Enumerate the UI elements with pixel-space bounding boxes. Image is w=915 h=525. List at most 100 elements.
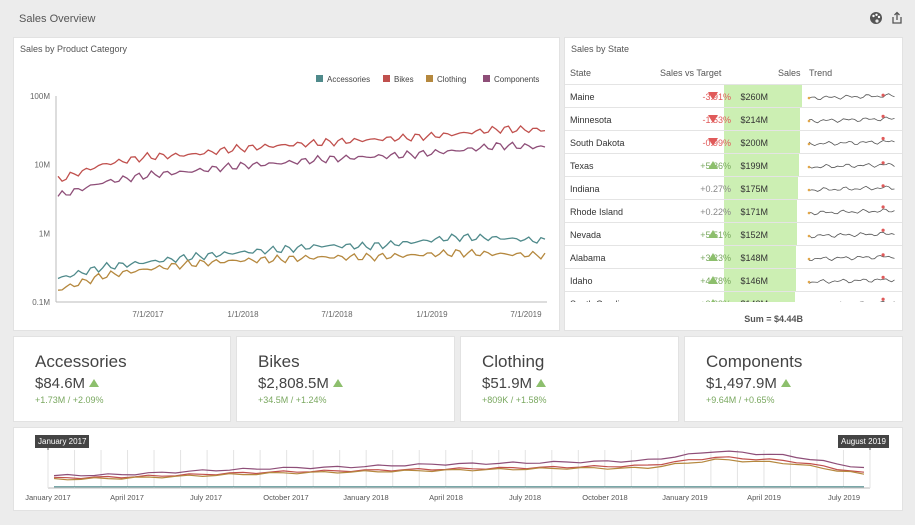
sparkline-start-marker [807, 142, 811, 146]
delta-cell: +0.22% [700, 207, 731, 217]
series-line-bikes[interactable] [57, 124, 546, 183]
state-cell: Maine [570, 92, 595, 102]
table-row[interactable]: Texas +5.86% $199M [565, 153, 902, 177]
sparkline-max-marker [881, 93, 885, 97]
sales-bar [724, 85, 802, 108]
column-header-sales-vs-target[interactable]: Sales vs Target [660, 68, 722, 78]
up-arrow-icon [708, 230, 718, 238]
sparkline-max-marker [881, 275, 885, 280]
table-row[interactable]: South Carolina+3.28%$143M [565, 291, 902, 302]
range-end-flag[interactable]: August 2019 [838, 435, 889, 448]
sales-cell: $143M [740, 299, 768, 302]
card-title: Components [706, 352, 803, 371]
legend-label[interactable]: Clothing [437, 75, 466, 84]
state-cell: Rhode Island [570, 207, 624, 217]
table-row[interactable]: Alabama +3.23% $148M [565, 245, 902, 269]
card-value: $1,497.9M [706, 375, 791, 392]
range-tick-label: July 2018 [509, 493, 541, 502]
legend-label[interactable]: Accessories [327, 75, 370, 84]
card-title: Accessories [35, 352, 127, 371]
sales-bar [724, 131, 800, 154]
card-components[interactable]: Components $1,497.9M +9.64M / +0.65% [684, 336, 903, 422]
sparkline-start-marker [807, 119, 811, 123]
column-header-sales[interactable]: Sales [778, 68, 801, 78]
range-selector-panel[interactable]: January 2017 April 2017 July 2017 October 2… [13, 427, 903, 511]
range-selector-chart[interactable]: January 2017 April 2017 July 2017 October 2… [14, 428, 904, 512]
sparkline-start-marker [807, 211, 811, 215]
card-delta: +34.5M / +1.24% [258, 395, 327, 405]
up-arrow-icon [708, 161, 718, 169]
export-icon[interactable] [890, 11, 904, 25]
sales-cell: $214M [740, 115, 768, 125]
sales-cell: $146M [740, 276, 768, 286]
sales-cell: $260M [740, 92, 768, 102]
down-arrow-icon [708, 115, 718, 123]
table-row[interactable]: Rhode Island +0.22% $171M [565, 199, 902, 223]
table-row[interactable]: Idaho +4.78% $146M [565, 268, 902, 292]
category-line-chart: 100M 10M 1M 0.1M 7/1/2017 1/1/2018 7/1/2018 1/1… [30, 75, 547, 319]
trend-sparkline [807, 205, 895, 216]
series-line-clothing[interactable] [57, 248, 546, 291]
table-row[interactable]: Indiana +0.27% $175M [565, 176, 902, 200]
range-tick-label: July 2019 [828, 493, 860, 502]
range-start-flag[interactable]: January 2017 [35, 435, 90, 448]
card-clothing[interactable]: Clothing $51.9M +809K / +1.58% [460, 336, 679, 422]
state-cell: Alabama [570, 253, 606, 263]
trend-sparkline [807, 253, 895, 262]
table-row[interactable]: Nevada +5.51% $152M [565, 222, 902, 246]
trend-sparkline [807, 161, 895, 169]
table-row[interactable]: Maine -3.91% $260M [565, 84, 902, 108]
table-row[interactable]: Minnesota -1.53% $214M [565, 107, 902, 131]
trend-sparkline [807, 93, 895, 101]
sparkline-max-marker [881, 253, 885, 257]
y-tick-label: 1M [39, 229, 50, 238]
sparkline-max-marker [881, 161, 885, 165]
range-tick-label: October 2017 [263, 493, 308, 502]
trend-sparkline [839, 297, 895, 302]
trend-sparkline [807, 114, 895, 124]
card-title: Clothing [482, 352, 545, 371]
sales-cell: $152M [740, 230, 768, 240]
grid-total: Sum = $4.44B [744, 314, 803, 324]
up-arrow-icon [332, 379, 343, 387]
table-row[interactable]: South Dakota -0.99% $200M [565, 130, 902, 154]
range-tick-label: January 2018 [343, 493, 388, 502]
category-chart-caption: Sales by Product Category [20, 44, 128, 54]
state-cell: Minnesota [570, 115, 612, 125]
series-line-components[interactable] [57, 141, 546, 197]
state-grid-caption: Sales by State [571, 44, 630, 54]
category-chart-panel: Sales by Product Category 100M 10M 1M 0.1M 7… [13, 37, 560, 331]
up-arrow-icon [708, 299, 718, 302]
sparkline-start-marker [807, 188, 811, 192]
card-delta: +1.73M / +2.09% [35, 395, 104, 405]
up-arrow-icon [89, 379, 100, 387]
legend-label[interactable]: Components [494, 75, 539, 84]
sales-bar [724, 200, 798, 223]
sales-bar [724, 292, 795, 302]
x-tick-label: 7/1/2018 [321, 310, 353, 319]
sparkline-start-marker [807, 234, 811, 238]
up-arrow-icon [708, 276, 718, 284]
sales-cell: $200M [740, 138, 768, 148]
palette-icon[interactable] [869, 11, 883, 25]
grid-body: Maine -3.91% $260M Minnesota -1.53% $214M Sout… [565, 84, 902, 302]
series-line-accessories[interactable] [57, 233, 546, 280]
range-tick-label: April 2017 [110, 493, 144, 502]
sparkline-start-marker [807, 165, 811, 169]
column-header-trend[interactable]: Trend [809, 68, 833, 78]
card-bikes[interactable]: Bikes $2,808.5M +34.5M / +1.24% [236, 336, 455, 422]
sparkline-max-marker [881, 205, 885, 209]
legend-label[interactable]: Bikes [394, 75, 414, 84]
sparkline-max-marker [881, 184, 885, 188]
y-tick-label: 10M [34, 161, 50, 170]
legend-marker [316, 75, 323, 82]
card-value: $84.6M [35, 375, 100, 392]
sparkline-max-marker [881, 228, 885, 232]
legend-marker [383, 75, 390, 82]
range-series-components [53, 450, 865, 477]
column-header-state[interactable]: State [570, 68, 592, 78]
sales-cell: $171M [740, 207, 768, 217]
x-tick-label: 1/1/2019 [416, 310, 448, 319]
sparkline-start-marker [807, 96, 811, 100]
card-accessories[interactable]: Accessories $84.6M +1.73M / +2.09% [13, 336, 231, 422]
